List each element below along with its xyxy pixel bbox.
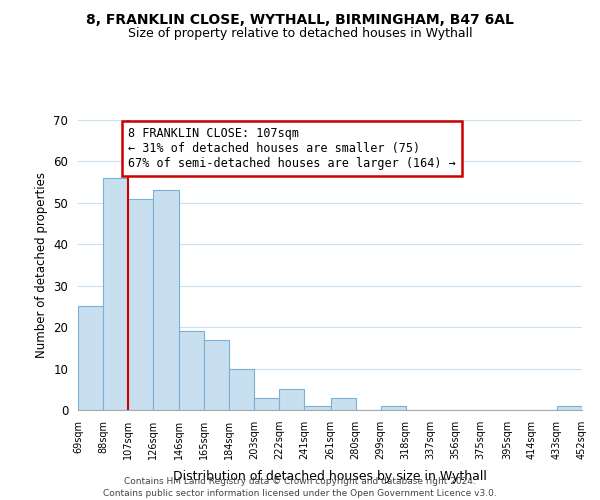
Bar xyxy=(254,398,280,410)
Bar xyxy=(153,190,179,410)
Text: Contains HM Land Registry data © Crown copyright and database right 2024.: Contains HM Land Registry data © Crown c… xyxy=(124,478,476,486)
Bar xyxy=(78,306,103,410)
Y-axis label: Number of detached properties: Number of detached properties xyxy=(35,172,48,358)
Text: Contains public sector information licensed under the Open Government Licence v3: Contains public sector information licen… xyxy=(103,489,497,498)
Bar xyxy=(380,406,406,410)
Text: 8, FRANKLIN CLOSE, WYTHALL, BIRMINGHAM, B47 6AL: 8, FRANKLIN CLOSE, WYTHALL, BIRMINGHAM, … xyxy=(86,12,514,26)
Text: 8 FRANKLIN CLOSE: 107sqm
← 31% of detached houses are smaller (75)
67% of semi-d: 8 FRANKLIN CLOSE: 107sqm ← 31% of detach… xyxy=(128,127,456,170)
X-axis label: Distribution of detached houses by size in Wythall: Distribution of detached houses by size … xyxy=(173,470,487,484)
Bar xyxy=(280,390,304,410)
Bar xyxy=(229,368,254,410)
Bar xyxy=(205,340,229,410)
Bar xyxy=(304,406,331,410)
Bar xyxy=(128,198,153,410)
Bar xyxy=(179,332,205,410)
Bar xyxy=(331,398,356,410)
Bar xyxy=(103,178,128,410)
Text: Size of property relative to detached houses in Wythall: Size of property relative to detached ho… xyxy=(128,28,472,40)
Bar xyxy=(557,406,582,410)
